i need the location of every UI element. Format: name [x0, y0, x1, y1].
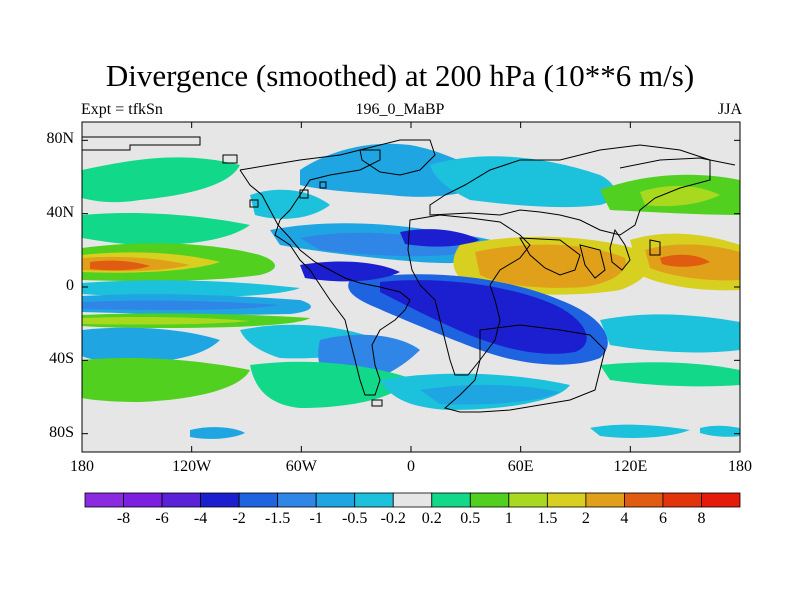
colorbar-label: 2 [581, 510, 590, 527]
colorbar-swatch [469, 492, 510, 508]
colorbar-swatch [123, 492, 163, 508]
colorbar-label: -0.2 [380, 510, 406, 527]
season-label: JJA [717, 101, 742, 118]
colorbar-swatch [662, 492, 702, 508]
x-tick-label: 180 [70, 458, 94, 475]
colorbar-swatch [161, 492, 201, 508]
x-axis-ticks [81, 122, 741, 452]
y-tick-label: 40N [46, 203, 74, 221]
colorbar-label: -0.5 [342, 510, 368, 527]
colorbar-label: 0.2 [421, 510, 442, 527]
colorbar-swatch [701, 492, 741, 508]
colorbar-label: 8 [697, 510, 706, 527]
colorbar-label: -1 [309, 510, 323, 527]
chart-title: Divergence (smoothed) at 200 hPa (10**6 … [105, 58, 695, 93]
colorbar-swatch [624, 492, 664, 508]
x-tick-label: 60W [285, 458, 317, 475]
colorbar-label: -6 [155, 510, 169, 527]
continent-outlines [82, 136, 736, 413]
x-tick-label: 0 [407, 458, 415, 475]
colorbar-swatch [585, 492, 625, 508]
x-tick-label: 120E [613, 458, 648, 475]
colorbar-label: 4 [620, 510, 629, 527]
colorbar-swatch [431, 492, 471, 508]
colorbar [84, 492, 741, 508]
colorbar-swatch [84, 492, 124, 508]
contour-fields [82, 143, 740, 439]
experiment-label: Expt = tfkSn [81, 101, 163, 118]
colorbar-swatch [508, 492, 548, 508]
colorbar-label: 0.5 [460, 510, 481, 527]
y-tick-label: 40S [49, 350, 74, 368]
colorbar-label: 1.5 [537, 510, 558, 527]
x-tick-label: 60E [507, 458, 534, 475]
colorbar-swatch [354, 492, 394, 508]
case-label: 196_0_MaBP [355, 101, 445, 118]
colorbar-swatch [277, 492, 317, 508]
colorbar-swatch [200, 492, 240, 508]
colorbar-swatch [238, 492, 279, 508]
colorbar-swatch [315, 492, 356, 508]
y-tick-label: 0 [66, 277, 74, 294]
y-tick-label: 80S [49, 423, 74, 441]
y-tick-label: 80N [46, 130, 74, 148]
colorbar-swatch [546, 492, 587, 508]
colorbar-label: 1 [504, 510, 513, 527]
colorbar-label: -1.5 [264, 510, 291, 527]
x-tick-label: 120W [172, 458, 212, 475]
colorbar-label: -8 [116, 510, 131, 527]
colorbar-label: -4 [193, 510, 208, 527]
colorbar-swatch [392, 492, 433, 508]
colorbar-label: -2 [232, 510, 246, 527]
y-axis-ticks [82, 139, 740, 435]
x-tick-label: 180 [728, 458, 752, 475]
colorbar-label: 6 [658, 510, 667, 527]
